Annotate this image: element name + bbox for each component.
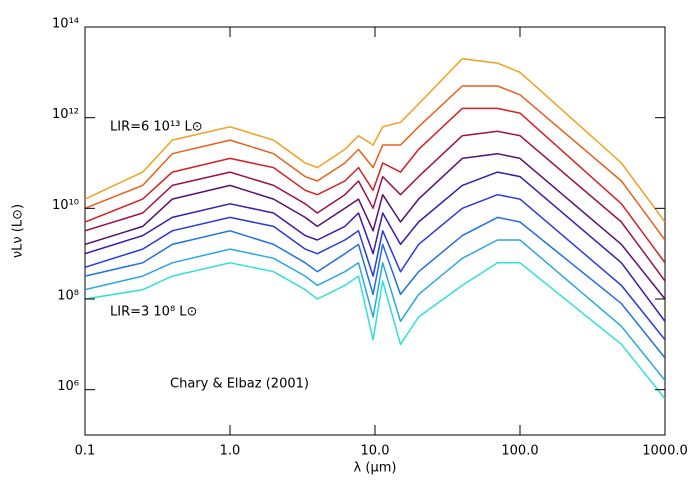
sed-curve xyxy=(85,239,665,381)
sed-curve xyxy=(85,171,665,322)
curves xyxy=(85,57,665,400)
x-tick-label: 100.0 xyxy=(501,444,538,459)
sed-curve xyxy=(85,152,665,300)
sed-curve xyxy=(85,216,665,359)
sed-curve xyxy=(85,130,665,282)
y-axis-label: νLν (L⊙) xyxy=(11,204,26,258)
x-tick-label: 10.0 xyxy=(361,444,390,459)
sed-curve xyxy=(85,85,665,241)
x-tick-label: 0.1 xyxy=(75,444,96,459)
sed-curve xyxy=(85,193,665,341)
y-tick-label: 10⁶ xyxy=(57,379,79,394)
y-tick-label: 10¹² xyxy=(52,107,79,122)
x-axis-label: λ (μm) xyxy=(354,461,397,476)
annotation: LIR=6 10¹³ L⊙ xyxy=(110,120,203,135)
y-tick-label: 10⁸ xyxy=(57,289,79,304)
x-tick-label: 1000.0 xyxy=(642,444,688,459)
annotation: Chary & Elbaz (2001) xyxy=(170,377,309,392)
sed-curve xyxy=(85,107,665,264)
y-tick-label: 10¹⁴ xyxy=(52,17,79,32)
x-tick-label: 1.0 xyxy=(220,444,241,459)
sed-curve xyxy=(85,262,665,400)
sed-curve xyxy=(85,57,665,223)
y-tick-label: 10¹⁰ xyxy=(52,198,79,213)
annotation: LIR=3 10⁸ L⊙ xyxy=(110,305,197,320)
